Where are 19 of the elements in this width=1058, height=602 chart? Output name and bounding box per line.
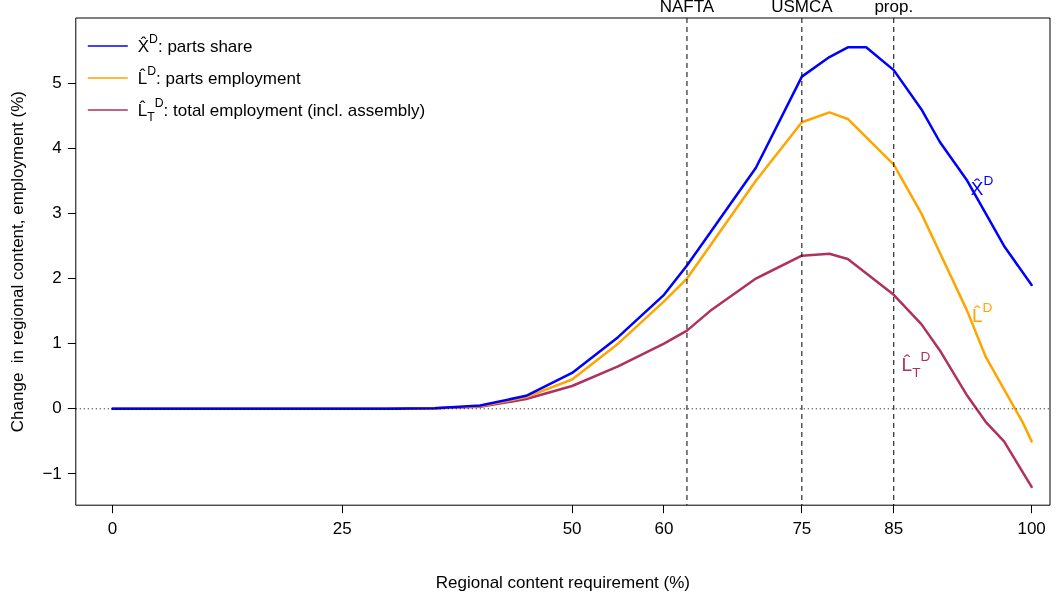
y-tick-label: 4 — [52, 137, 62, 157]
x-tick-label: 50 — [562, 519, 582, 539]
y-tick-label: 3 — [52, 203, 62, 223]
ref-line-label: prop. — [874, 0, 914, 17]
y-tick-label: −1 — [42, 463, 62, 483]
y-tick-label: 2 — [52, 268, 62, 288]
ref-line-label: NAFTA — [659, 0, 715, 17]
x-tick-label: 100 — [1017, 519, 1046, 539]
x-tick-label: 25 — [332, 519, 352, 539]
x-axis-title: Regional content requirement (%) — [435, 573, 690, 593]
y-axis-title: Change in regional content, employment (%) — [7, 91, 27, 433]
y-tick-label: 5 — [52, 72, 62, 92]
x-tick-label: 60 — [654, 519, 674, 539]
ref-line-label: USMCA — [771, 0, 834, 17]
y-tick-label: 0 — [52, 398, 62, 418]
x-tick-label: 85 — [884, 519, 904, 539]
x-tick-label: 0 — [107, 519, 118, 539]
y-tick-label: 1 — [52, 333, 62, 353]
x-tick-label: 75 — [792, 519, 812, 539]
